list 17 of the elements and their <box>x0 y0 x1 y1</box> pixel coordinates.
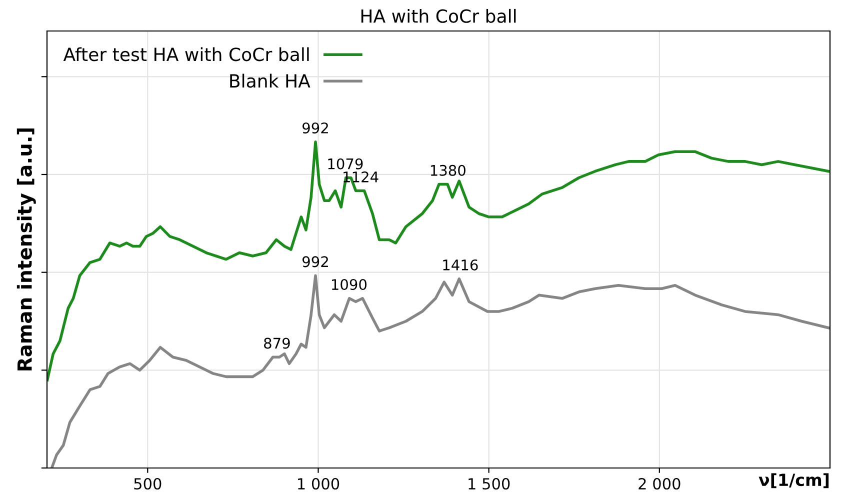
x-tick-label: 500 <box>134 478 162 490</box>
chart-title: HA with CoCr ball <box>361 8 516 23</box>
x-tick-label: 1 000 <box>298 478 340 490</box>
legend-label: After test HA with CoCr ball <box>63 47 309 62</box>
annotation: 1090 <box>332 279 367 290</box>
annotation: 992 <box>302 122 328 134</box>
annotation: 992 <box>302 256 328 268</box>
annotation: 879 <box>264 338 290 349</box>
annotation: 1079 <box>328 158 363 170</box>
annotation: 1416 <box>443 259 478 270</box>
x-tick-label: 1 500 <box>468 478 510 490</box>
annotation: 1380 <box>430 164 466 176</box>
x-axis-title: ν[1/cm] <box>758 473 829 488</box>
annotation: 1124 <box>344 171 378 182</box>
x-tick-label: 2 000 <box>638 478 680 490</box>
legend-label: Blank HA <box>230 74 310 88</box>
y-axis-title: Raman intensity [a.u.] <box>16 128 36 370</box>
